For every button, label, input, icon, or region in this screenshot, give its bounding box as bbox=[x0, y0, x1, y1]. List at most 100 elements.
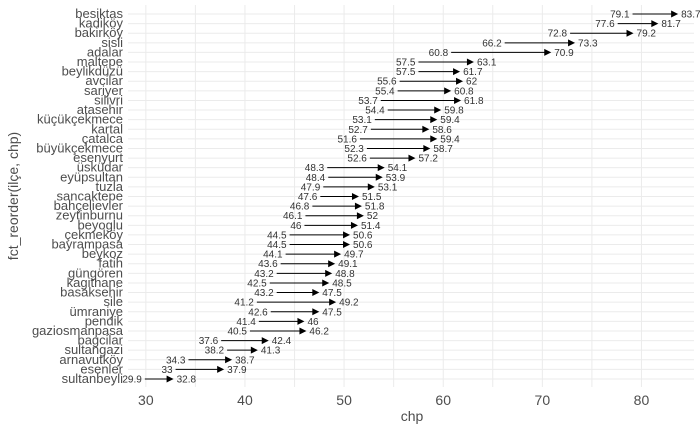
category-label: eyüpsultan bbox=[60, 169, 123, 184]
start-value-label: 40.5 bbox=[227, 326, 247, 337]
category-label: kagithane bbox=[67, 275, 123, 290]
category-label: maltepe bbox=[77, 54, 123, 69]
start-value-label: 44.5 bbox=[267, 230, 287, 241]
arrow-head bbox=[456, 77, 464, 85]
start-value-label: 46.1 bbox=[283, 211, 303, 222]
end-value-label: 46.2 bbox=[309, 326, 329, 337]
start-value-label: 44.1 bbox=[263, 250, 283, 261]
start-value-label: 72.8 bbox=[548, 29, 568, 40]
end-value-label: 37.9 bbox=[227, 365, 247, 376]
category-label: zeytinburnu bbox=[56, 208, 123, 223]
category-label: avcilar bbox=[85, 73, 123, 88]
start-value-label: 41.2 bbox=[234, 298, 254, 309]
start-value-label: 41.4 bbox=[236, 317, 256, 328]
category-label: besiktas bbox=[75, 6, 123, 21]
arrow-layer bbox=[144, 10, 679, 383]
category-label: arnavutköy bbox=[59, 352, 123, 367]
category-label: üsküdar bbox=[77, 160, 124, 175]
arrow-head bbox=[430, 116, 438, 124]
start-value-label: 54.4 bbox=[365, 106, 385, 117]
end-value-label: 46 bbox=[307, 317, 319, 328]
end-value-label: 57.2 bbox=[418, 154, 438, 165]
arrow-head bbox=[261, 337, 269, 345]
start-value-label: 29.9 bbox=[122, 375, 142, 386]
category-label: sultangazi bbox=[64, 342, 123, 357]
arrow-head bbox=[444, 87, 452, 95]
category-label: ümraniye bbox=[70, 304, 123, 319]
arrow-head bbox=[626, 29, 634, 37]
arrow-head bbox=[356, 212, 364, 220]
start-value-label: 42.6 bbox=[248, 307, 268, 318]
category-label: güngören bbox=[68, 265, 123, 280]
arrow-head bbox=[671, 10, 679, 18]
start-value-label: 66.2 bbox=[482, 38, 502, 49]
category-label: çekmeköy bbox=[64, 227, 123, 242]
end-value-label: 48.8 bbox=[335, 269, 355, 280]
arrow-head bbox=[343, 231, 351, 239]
category-label: pendik bbox=[85, 313, 124, 328]
start-value-label: 43.2 bbox=[254, 288, 274, 299]
end-value-label: 48.5 bbox=[332, 278, 352, 289]
end-value-label: 41.3 bbox=[261, 346, 281, 357]
arrow-head bbox=[250, 346, 258, 354]
category-label: küçükçekmece bbox=[37, 112, 123, 127]
end-value-label: 59.4 bbox=[440, 115, 460, 126]
end-value-label: 63.1 bbox=[477, 58, 497, 69]
start-value-label: 48.4 bbox=[306, 173, 326, 184]
start-value-label: 51.6 bbox=[337, 134, 357, 145]
arrow-head bbox=[166, 375, 174, 383]
start-value-label: 52.6 bbox=[347, 154, 367, 165]
end-value-label: 38.7 bbox=[235, 355, 255, 366]
arrow-head bbox=[312, 308, 320, 316]
category-label: beykoz bbox=[82, 246, 123, 261]
start-value-label: 47.9 bbox=[301, 182, 321, 193]
category-label: bayrampasa bbox=[51, 237, 123, 252]
start-value-label: 34.3 bbox=[166, 355, 186, 366]
category-label: fatih bbox=[98, 256, 123, 271]
y-axis-title: fct_reorder(ilçe, chp) bbox=[5, 132, 21, 260]
end-value-label: 53.9 bbox=[386, 173, 406, 184]
arrow-head bbox=[350, 221, 358, 229]
start-value-label: 33 bbox=[161, 365, 173, 376]
category-label: atasehir bbox=[77, 102, 124, 117]
category-label: kadiköy bbox=[79, 16, 124, 31]
category-label: büyükçekmece bbox=[36, 140, 123, 155]
end-value-label: 83.7 bbox=[681, 10, 700, 21]
category-label: sultanbeyli bbox=[62, 371, 124, 386]
end-value-label: 49.7 bbox=[344, 250, 364, 261]
category-label: esenler bbox=[80, 361, 123, 376]
start-value-label: 47.6 bbox=[298, 192, 318, 203]
category-axis: besiktaskadiköybakirköysisliadalarmaltep… bbox=[32, 6, 124, 386]
arrow-head bbox=[217, 365, 225, 373]
x-tick-label: 50 bbox=[336, 392, 352, 408]
arrow-head bbox=[454, 96, 462, 104]
category-label: kartal bbox=[91, 121, 123, 136]
arrow-head bbox=[329, 298, 337, 306]
arrow-head bbox=[322, 279, 330, 287]
start-value-label: 43.6 bbox=[258, 259, 278, 270]
category-label: silivri bbox=[94, 92, 123, 107]
x-tick-label: 60 bbox=[435, 392, 451, 408]
arrow-head bbox=[544, 48, 552, 56]
arrow-head bbox=[568, 39, 576, 47]
end-value-label: 32.8 bbox=[177, 375, 197, 386]
arrow-head bbox=[328, 260, 336, 268]
arrow-head bbox=[434, 106, 442, 114]
end-value-label: 59.4 bbox=[440, 134, 460, 145]
category-label: gaziosmanpasa bbox=[32, 323, 124, 338]
arrow-head bbox=[466, 58, 474, 66]
end-value-label: 53.1 bbox=[378, 182, 398, 193]
start-value-label: 77.6 bbox=[595, 19, 615, 30]
start-value-label: 53.7 bbox=[358, 96, 378, 107]
end-value-label: 61.7 bbox=[463, 67, 483, 78]
x-axis: 30 40 50 60 70 80 bbox=[138, 392, 649, 408]
category-label: sile bbox=[103, 294, 123, 309]
end-value-label: 58.7 bbox=[433, 144, 453, 155]
end-value-label: 42.4 bbox=[272, 336, 292, 347]
end-value-label: 50.6 bbox=[353, 240, 373, 251]
category-label: sancaktepe bbox=[57, 189, 124, 204]
start-value-label: 60.8 bbox=[429, 48, 449, 59]
end-value-label: 50.6 bbox=[353, 230, 373, 241]
category-label: bakirköy bbox=[75, 25, 124, 40]
